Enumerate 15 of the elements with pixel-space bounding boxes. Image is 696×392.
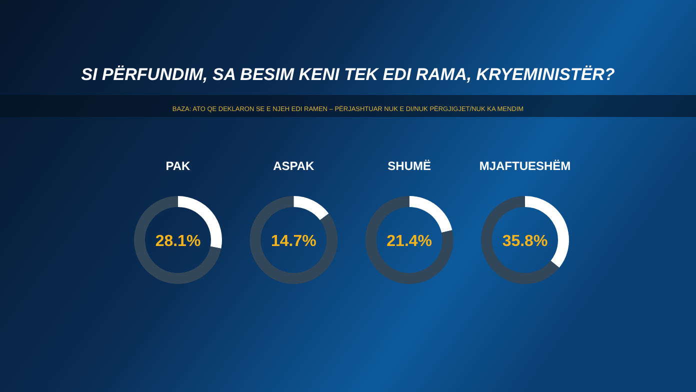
donut-slice	[481, 196, 560, 284]
text: 14.7%	[270, 233, 316, 250]
text: 21.4%	[386, 233, 432, 250]
text: SI PËRFUNDIM, SA BESIM KENI TEK EDI RAMA, KRYEMINISTËR?	[81, 65, 616, 84]
chart-title: ASPAK	[273, 159, 315, 173]
donut-slice	[294, 196, 329, 220]
donut-slice	[250, 196, 338, 284]
text: 35.8%	[502, 233, 548, 250]
chart-title: SHUMË	[388, 159, 432, 173]
chart-title: MJAFTUESHËM	[479, 159, 571, 173]
donut-slice	[365, 196, 454, 284]
text: 28.1%	[155, 233, 201, 250]
donut-slice	[134, 196, 222, 284]
chart-title: PAK	[166, 159, 191, 173]
donut-slice	[409, 196, 452, 233]
